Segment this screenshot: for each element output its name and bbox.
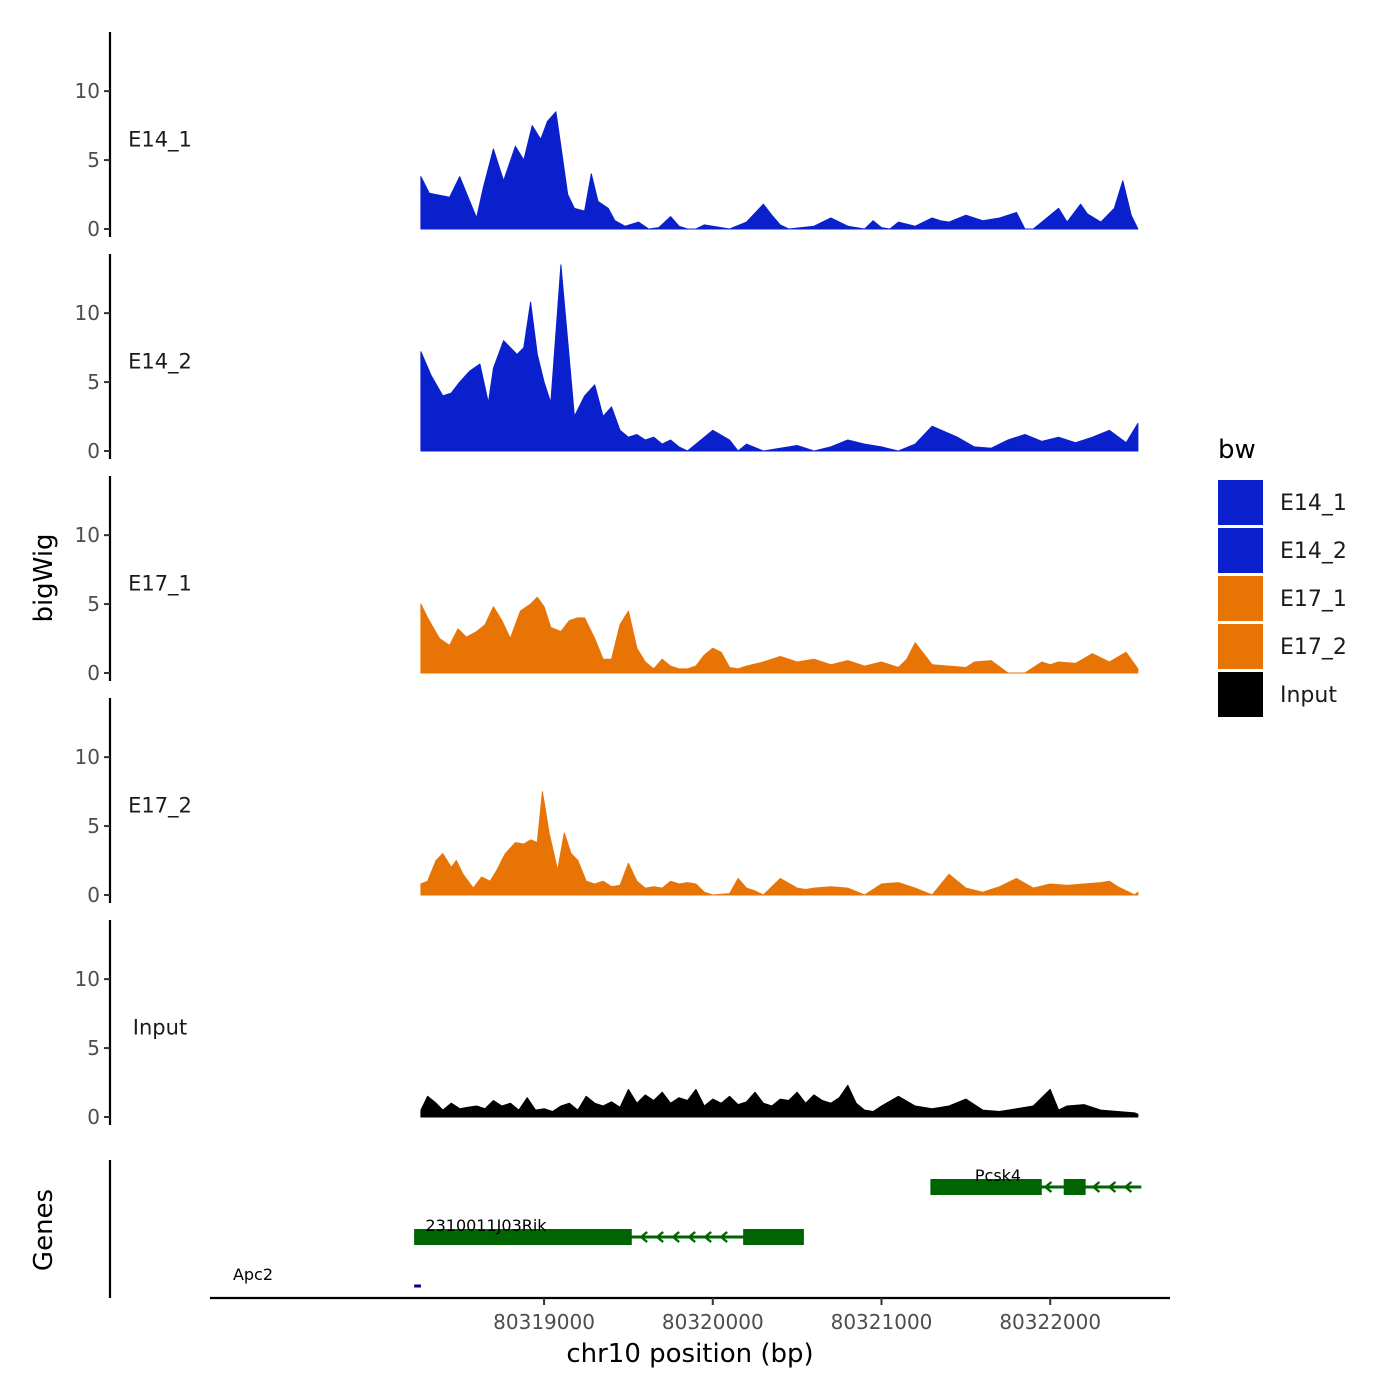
- gene-label: Pcsk4: [975, 1166, 1021, 1185]
- legend: bw E14_1 E14_2 E17_1 E17_2 Input: [1218, 435, 1347, 717]
- legend-label: Input: [1280, 683, 1337, 708]
- gene-label: 2310011J03Rik: [425, 1216, 547, 1235]
- strand-chevron: [1123, 1181, 1133, 1193]
- track-label: E17_1: [128, 571, 192, 596]
- y-tick-label: 0: [87, 661, 100, 685]
- gene-2310011j03rik: 2310011J03Rik: [414, 1216, 804, 1245]
- strand-chevron: [639, 1231, 648, 1243]
- track-e17-2: 0 5 10 E17_2: [75, 698, 1139, 907]
- y-tick-label: 5: [87, 814, 100, 838]
- coverage-area: [420, 596, 1139, 674]
- y-tick-label: 10: [75, 967, 100, 991]
- legend-swatch: [1218, 480, 1263, 525]
- track-input: 0 5 10 Input: [75, 920, 1139, 1129]
- coverage-tracks: 0 5 10 E14_1 0 5 10 E14_2 0 5 10 E17_1 0 5 10 E17_2 0 5 10…: [75, 32, 1139, 1129]
- y-tick-label: 0: [87, 217, 100, 241]
- legend-label: E17_1: [1280, 587, 1347, 612]
- y-axis-title: bigWig: [29, 533, 59, 622]
- y-tick-label: 5: [87, 1036, 100, 1060]
- y-tick-label: 0: [87, 883, 100, 907]
- track-label: E14_1: [128, 127, 192, 152]
- legend-title: bw: [1218, 435, 1256, 465]
- coverage-area: [420, 1084, 1139, 1118]
- legend-label: E14_2: [1280, 539, 1347, 564]
- legend-item-e14-2: E14_2: [1218, 528, 1347, 573]
- track-e14-1: 0 5 10 E14_1: [75, 32, 1139, 241]
- x-axis: 80319000 80320000 80321000 80322000: [210, 1296, 1170, 1334]
- x-axis-title: chr10 position (bp): [566, 1339, 813, 1369]
- gene-exon: [1063, 1179, 1086, 1195]
- y-tick-label: 5: [87, 148, 100, 172]
- genes-track: Apc2 2310011J03Rik Pcsk4: [108, 1160, 1142, 1298]
- x-tick-label: 80319000: [493, 1310, 595, 1334]
- y-tick-label: 5: [87, 370, 100, 394]
- strand-chevron: [1107, 1181, 1117, 1193]
- legend-swatch: [1218, 624, 1263, 669]
- x-tick-label: 80321000: [831, 1310, 933, 1334]
- gene-label: Apc2: [233, 1265, 273, 1284]
- x-tick-label: 80320000: [662, 1310, 764, 1334]
- track-label: Input: [133, 1015, 187, 1039]
- y-tick-label: 10: [75, 301, 100, 325]
- strand-chevron: [671, 1231, 680, 1243]
- strand-chevron: [1043, 1181, 1053, 1193]
- legend-swatch: [1218, 576, 1263, 621]
- gene-exon: [743, 1229, 804, 1245]
- legend-label: E14_1: [1280, 491, 1347, 516]
- genes-axis-title: Genes: [29, 1189, 59, 1271]
- track-e17-1: 0 5 10 E17_1: [75, 476, 1139, 685]
- y-tick-label: 5: [87, 592, 100, 616]
- gene-pcsk4: Pcsk4: [930, 1166, 1142, 1195]
- legend-label: E17_2: [1280, 635, 1347, 660]
- track-label: E17_2: [128, 793, 192, 818]
- y-tick-label: 10: [75, 523, 100, 547]
- coverage-area: [420, 264, 1139, 452]
- strand-chevron: [687, 1231, 696, 1243]
- legend-swatch: [1218, 672, 1263, 717]
- legend-item-input: Input: [1218, 672, 1337, 717]
- gene-exon: [414, 1229, 632, 1245]
- track-e14-2: 0 5 10 E14_2: [75, 254, 1139, 463]
- strand-chevron: [655, 1231, 664, 1243]
- strand-chevron: [1091, 1181, 1101, 1193]
- legend-swatch: [1218, 528, 1263, 573]
- y-tick-label: 10: [75, 79, 100, 103]
- strand-chevron: [703, 1231, 712, 1243]
- y-tick-label: 0: [87, 1105, 100, 1129]
- coverage-area: [420, 111, 1139, 230]
- gene-exon: [930, 1179, 1042, 1195]
- legend-item-e17-2: E17_2: [1218, 624, 1347, 669]
- strand-chevron: [719, 1231, 728, 1243]
- legend-item-e14-1: E14_1: [1218, 480, 1347, 525]
- y-tick-label: 0: [87, 439, 100, 463]
- gene-apc2: Apc2: [233, 1265, 421, 1288]
- track-label: E14_2: [128, 349, 192, 374]
- coverage-area: [420, 791, 1139, 896]
- y-tick-label: 10: [75, 745, 100, 769]
- x-tick-label: 80322000: [999, 1310, 1101, 1334]
- legend-item-e17-1: E17_1: [1218, 576, 1347, 621]
